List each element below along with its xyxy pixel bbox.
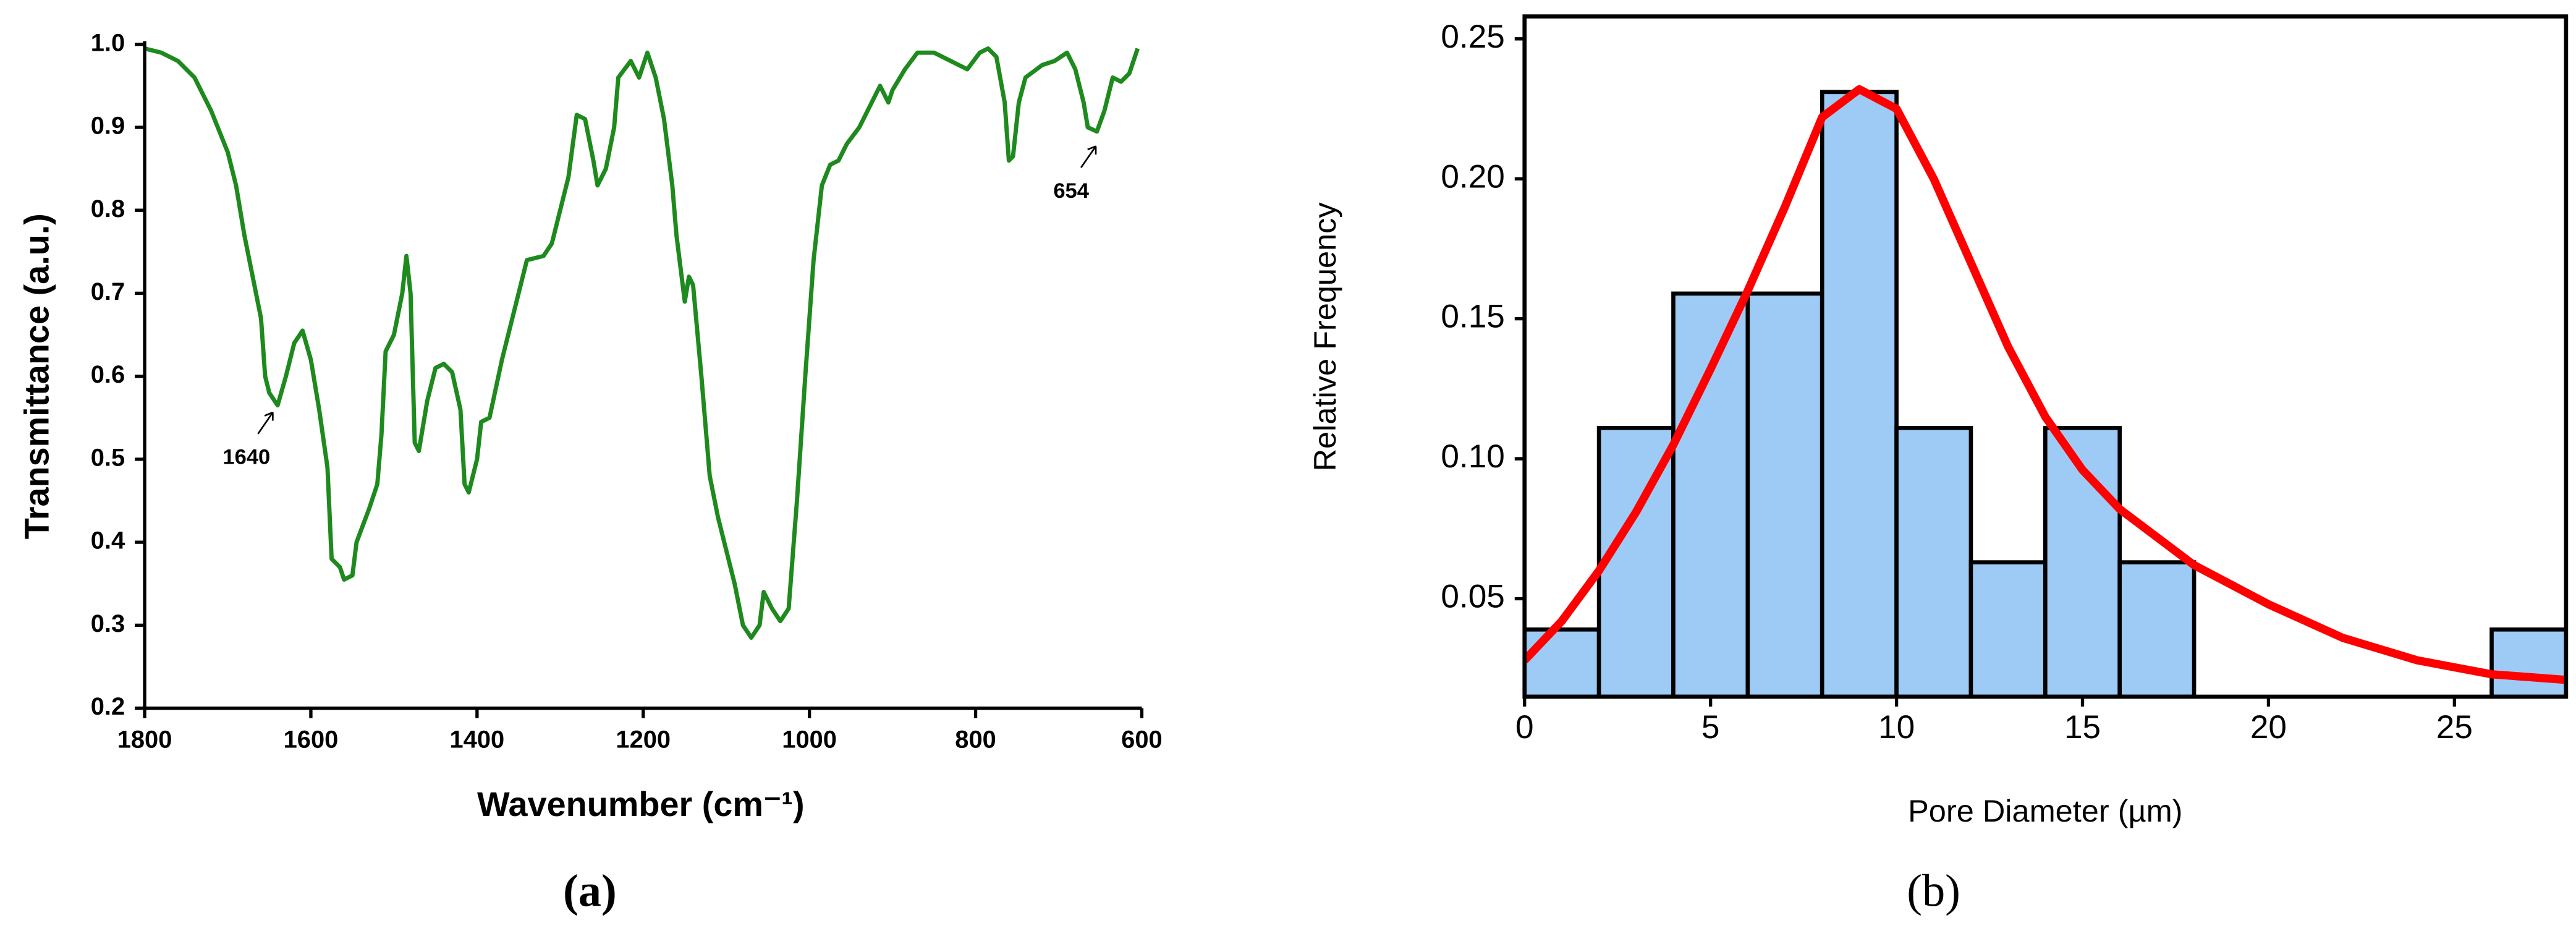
panel-label: (a) <box>563 866 617 917</box>
x-tick-label: 25 <box>2436 709 2473 746</box>
y-tick-label: 0.25 <box>1441 19 1504 55</box>
bar <box>2489 627 2566 697</box>
y-tick-label: 0.05 <box>1441 579 1504 615</box>
data-line <box>145 46 1140 640</box>
x-tick-label: 15 <box>2064 709 2101 746</box>
y-tick-label: 0.7 <box>91 278 125 305</box>
y-tick-label: 0.10 <box>1441 438 1504 475</box>
x-tick-label: 1000 <box>782 726 837 753</box>
bar <box>1524 627 1601 697</box>
bar <box>1894 425 1973 697</box>
plot-area <box>1524 85 2566 697</box>
y-tick-label: 0.6 <box>91 361 125 388</box>
y-tick-label: 0.2 <box>91 693 125 720</box>
x-tick-label: 5 <box>1701 709 1720 746</box>
x-axis-label: Pore Diameter (µm) <box>1908 793 2182 828</box>
x-tick-label: 0 <box>1515 709 1534 746</box>
y-axis-label: Transmittance (a.u.) <box>17 213 56 539</box>
annotation-arrowhead <box>1087 145 1097 155</box>
panel-a: (a) Wavenumber (cm⁻¹) Transmittance (a.u… <box>17 29 1163 916</box>
x-tick-label: 800 <box>955 726 996 753</box>
plot-area: 1640 654 <box>145 46 1140 640</box>
y-tick-label: 0.3 <box>91 610 125 637</box>
y-tick-label: 0.5 <box>91 444 125 471</box>
annotation: 654 <box>1053 179 1089 203</box>
x-tick-label: 1800 <box>117 726 172 753</box>
x-tick-label: 1400 <box>450 726 505 753</box>
y-tick-label: 0.20 <box>1441 158 1504 195</box>
panel-label: (b) <box>1907 866 1960 917</box>
x-tick-label: 10 <box>1878 709 1915 746</box>
bar <box>1968 560 2048 697</box>
fit-curve <box>1524 85 2566 684</box>
bar <box>1820 90 1899 697</box>
y-tick-label: 0.9 <box>91 113 125 140</box>
x-axis-label: Wavenumber (cm⁻¹) <box>477 784 805 823</box>
axes-frame <box>1522 14 2569 699</box>
x-tick-label: 600 <box>1121 726 1163 753</box>
y-tick-label: 0.8 <box>91 195 125 223</box>
bar <box>1671 291 1750 697</box>
y-axis-label: Relative Frequency <box>1307 202 1342 472</box>
y-tick-label: 0.4 <box>91 527 125 555</box>
y-tick-label: 1.0 <box>91 29 125 56</box>
annotation-arrow <box>1080 145 1097 168</box>
x-tick-label: 20 <box>2250 709 2287 746</box>
annotation-arrow <box>257 412 274 435</box>
bar <box>1745 291 1824 697</box>
annotation-arrowhead <box>264 411 274 421</box>
y-tick-label: 0.15 <box>1441 299 1504 335</box>
bar <box>2117 560 2197 697</box>
x-tick-label: 1600 <box>284 726 339 753</box>
panel-b: (b) Pore Diameter (µm) Relative Frequenc… <box>1307 14 2569 917</box>
x-tick-label: 1200 <box>616 726 671 753</box>
annotation: 1640 <box>222 446 270 469</box>
